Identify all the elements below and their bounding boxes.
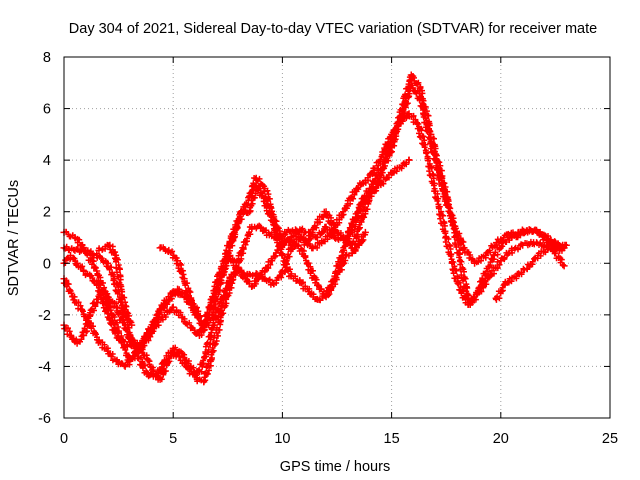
x-tick-labels: 0 5 10 15 20 25 [60,431,618,447]
y-tick-label: 8 [43,50,51,66]
y-tick-label: 6 [43,102,51,118]
series-trace [61,111,566,385]
data-series-1 [60,81,566,365]
data-series-7 [95,241,136,329]
series-trace [63,82,565,363]
data-series-4 [60,110,568,386]
series-trace [62,73,567,351]
series-trace [492,241,568,302]
y-tick-label: 2 [43,205,51,221]
x-tick-label: 10 [274,431,290,447]
data-series-5 [60,228,369,383]
x-tick-label: 5 [169,431,177,447]
plot-frame [63,56,611,419]
y-tick-label: -2 [38,308,51,324]
data-series-8 [492,241,570,303]
series-trace [96,241,135,326]
y-axis-label: SDTVAR / TECUs [6,180,22,296]
series-trace [158,244,199,316]
x-tick-label: 25 [602,431,618,447]
y-tick-label: -4 [38,359,51,375]
y-tick-label: -6 [38,411,51,427]
data-series-6 [156,244,199,319]
y-tick-label: 4 [43,153,51,169]
x-axis-label: GPS time / hours [280,459,390,475]
x-tick-label: 0 [60,431,68,447]
chart-title: Day 304 of 2021, Sidereal Day-to-day VTE… [69,21,597,37]
axis-ticks [63,56,611,419]
y-tick-label: 0 [43,256,51,272]
x-tick-label: 20 [493,431,509,447]
data-series-2 [60,71,568,351]
y-tick-labels: -6 -4 -2 0 2 4 6 8 [38,50,51,427]
data-series-group [60,71,570,386]
x-tick-label: 15 [384,431,400,447]
